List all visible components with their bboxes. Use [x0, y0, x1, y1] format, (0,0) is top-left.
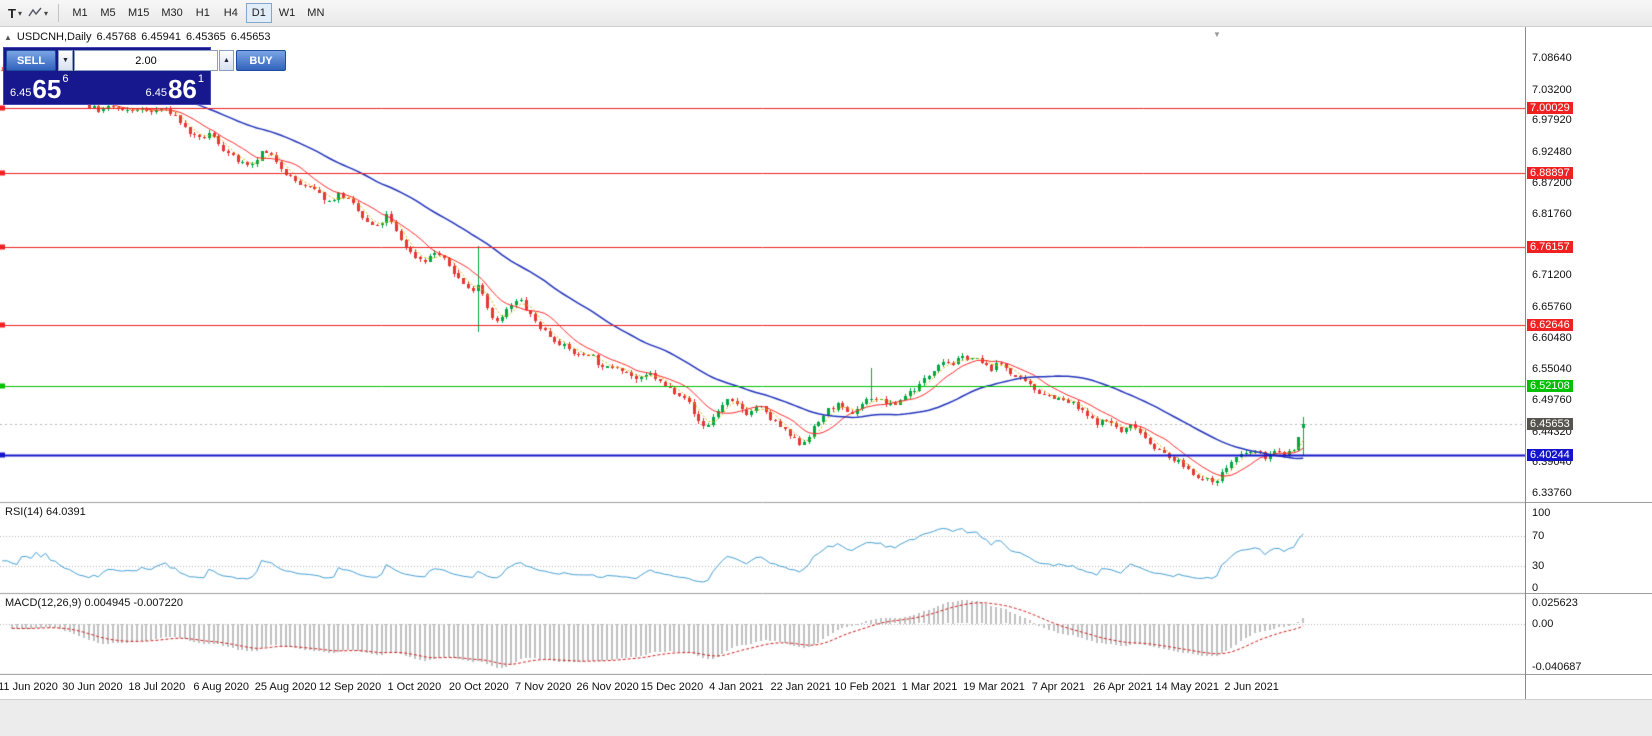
trade-controls-row: SELL ▼ ▲ BUY: [6, 50, 286, 71]
toolbar-separator: [57, 4, 59, 22]
timeframe-mn-button[interactable]: MN: [302, 3, 329, 23]
timeframe-m1-button[interactable]: M1: [67, 3, 93, 23]
price-tick-label: 6.33760: [1532, 486, 1572, 499]
chevron-down-icon: ▾: [17, 8, 22, 18]
time-axis-label: 7 Nov 2020: [515, 681, 572, 693]
timeframe-h4-button[interactable]: H4: [218, 3, 244, 23]
zigzag-indicator-icon: [28, 6, 42, 21]
price-tick-label: 6.87200: [1532, 176, 1572, 189]
price-tick-label: 7.03200: [1532, 83, 1572, 96]
price-tick-label: 7.08640: [1532, 52, 1572, 64]
text-tool-button[interactable]: T ▾: [5, 3, 25, 23]
level-price-badge[interactable]: 6.40244: [1527, 449, 1573, 462]
ohlc-open: 6.45768: [96, 31, 137, 43]
buy-price-pipette: 1: [197, 73, 204, 85]
price-tick-label: 6.49760: [1532, 394, 1572, 407]
time-axis-label: 6 Aug 2020: [193, 681, 250, 693]
chart-symbol-label: USDCNH,Daily: [16, 31, 92, 43]
panel-separator: [1526, 593, 1652, 594]
text-tool-icon: T: [8, 5, 16, 21]
price-tick-label: 6.60480: [1532, 331, 1572, 344]
price-tick-label: 6.97920: [1532, 114, 1572, 127]
time-axis-label: 26 Apr 2021: [1093, 681, 1153, 693]
time-axis-label: 4 Jan 2021: [709, 681, 764, 693]
ohlc-low: 6.45365: [186, 31, 226, 43]
rsi-scale-label: 100: [1532, 507, 1551, 519]
time-axis-label: 1 Oct 2020: [387, 681, 442, 693]
level-price-badge[interactable]: 6.52108: [1527, 380, 1573, 393]
timeframe-m5-button[interactable]: M5: [95, 3, 121, 23]
buy-button[interactable]: BUY: [236, 50, 286, 71]
chart-shift-marker-icon[interactable]: ▼: [1213, 30, 1221, 39]
level-price-badge[interactable]: 6.76157: [1527, 240, 1573, 253]
time-axis-label: 14 May 2021: [1155, 681, 1219, 693]
price-tick-label: 6.81760: [1532, 208, 1572, 221]
sell-price-pipette: 6: [62, 73, 69, 85]
time-axis-label: 1 Mar 2021: [901, 681, 958, 693]
status-bar: [0, 699, 1652, 736]
time-axis-label: 25 Aug 2020: [254, 681, 317, 693]
level-price-badge[interactable]: 6.88897: [1527, 166, 1573, 179]
buy-price-big: 86: [167, 74, 197, 104]
time-axis-label: 7 Apr 2021: [1031, 681, 1085, 693]
chevron-down-icon: ▾: [43, 8, 48, 18]
candlestick-chart-canvas[interactable]: [0, 30, 1525, 675]
time-axis-label: 12 Sep 2020: [318, 681, 382, 693]
timeframe-w1-button[interactable]: W1: [274, 3, 301, 23]
current-price-badge[interactable]: 6.45653: [1527, 417, 1573, 430]
macd-scale-label: -0.040687: [1532, 661, 1582, 673]
price-axis[interactable]: 7.08640 7.03200 6.97920 6.92480 6.87200 6.817…: [1525, 27, 1652, 699]
timeframe-m30-button[interactable]: M30: [156, 3, 187, 23]
timeframe-h1-button[interactable]: H1: [190, 3, 216, 23]
ohlc-close: 6.45653: [230, 31, 271, 43]
volume-increase-button[interactable]: ▲: [219, 50, 234, 71]
time-axis-label: 11 Jun 2020: [0, 681, 58, 693]
time-axis-label: 15 Dec 2020: [640, 681, 704, 693]
one-click-trading-panel: SELL ▼ ▲ BUY 6.45 65 6 6.45 86 1: [3, 47, 286, 105]
macd-scale-label: 0.00: [1532, 617, 1554, 630]
bid-ask-row: 6.45 65 6 6.45 86 1: [6, 71, 208, 103]
time-axis-label: 18 Jul 2020: [128, 681, 186, 693]
sell-price-big: 65: [32, 74, 62, 104]
price-tick-label: 6.65760: [1532, 301, 1572, 314]
level-price-badge[interactable]: 7.00029: [1527, 102, 1573, 115]
timeframe-d1-button[interactable]: D1: [245, 3, 272, 23]
volume-stepper: ▼ ▲: [58, 50, 234, 71]
price-tick-label: 6.55040: [1532, 363, 1572, 376]
sell-button[interactable]: SELL: [6, 50, 56, 71]
chart-title: ▲ USDCNH,Daily 6.45768 6.45941 6.45365 6…: [4, 31, 271, 43]
time-axis-label: 30 Jun 2020: [62, 681, 123, 693]
sell-price-prefix: 6.45: [10, 87, 32, 99]
price-tick-label: 6.71200: [1532, 269, 1572, 282]
buy-price-prefix: 6.45: [145, 87, 167, 99]
time-axis-label: 26 Nov 2020: [576, 681, 639, 693]
macd-scale-label: 0.025623: [1532, 597, 1578, 609]
rsi-scale-label: 0: [1532, 582, 1539, 594]
sell-price: 6.45 65 6: [10, 71, 68, 103]
rsi-indicator-label: RSI(14) 64.0391: [5, 506, 86, 518]
indicators-tool-button[interactable]: ▾: [25, 3, 51, 23]
macd-indicator-label: MACD(12,26,9) 0.004945 -0.007220: [5, 597, 183, 609]
rsi-scale-label: 70: [1532, 529, 1545, 542]
rsi-scale-label: 30: [1532, 559, 1545, 572]
time-axis-label: 20 Oct 2020: [448, 681, 509, 693]
volume-decrease-button[interactable]: ▼: [58, 50, 73, 71]
collapse-icon[interactable]: ▲: [4, 32, 12, 42]
time-axis-label: 2 Jun 2021: [1224, 681, 1279, 693]
time-axis[interactable]: 11 Jun 2020 30 Jun 2020 18 Jul 2020 6 Aug 2…: [0, 675, 1525, 699]
time-axis-label: 22 Jan 2021: [770, 681, 832, 693]
time-axis-label: 10 Feb 2021: [834, 681, 897, 693]
panel-separator: [1526, 674, 1652, 675]
panel-separator: [1526, 502, 1652, 503]
ohlc-high: 6.45941: [141, 31, 182, 43]
timeframe-m15-button[interactable]: M15: [123, 3, 154, 23]
volume-input[interactable]: [74, 50, 218, 71]
chart-window: ▲ USDCNH,Daily 6.45768 6.45941 6.45365 6…: [0, 27, 1652, 699]
buy-price: 6.45 86 1: [146, 71, 204, 103]
level-price-badge[interactable]: 6.62646: [1527, 319, 1573, 332]
toolbar: T ▾ ▾ M1 M5 M15 M30 H1 H4 D1 W1 MN: [0, 0, 1652, 27]
price-tick-label: 6.92480: [1532, 145, 1572, 158]
time-axis-label: 19 Mar 2021: [963, 681, 1025, 693]
